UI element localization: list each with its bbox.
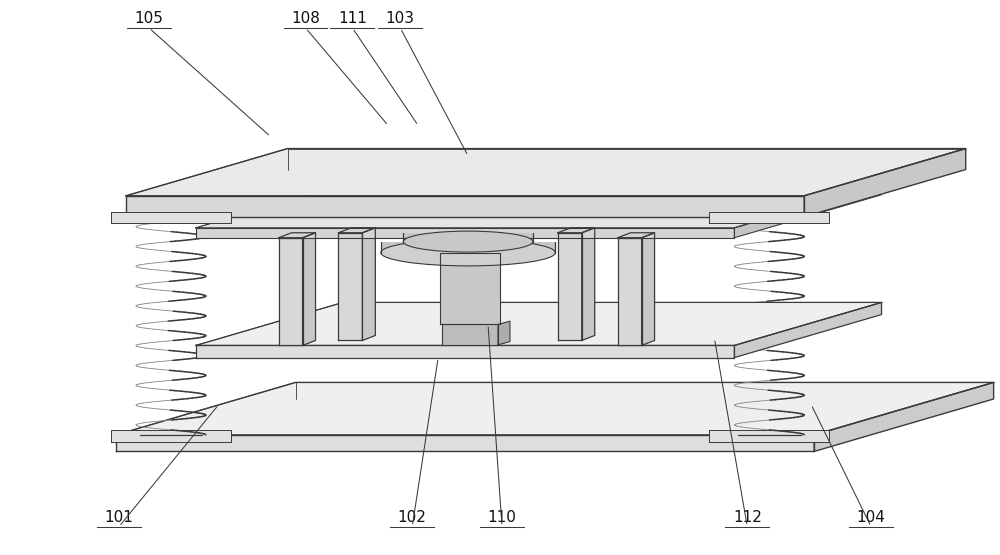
Polygon shape xyxy=(338,233,362,340)
Polygon shape xyxy=(558,228,595,233)
Polygon shape xyxy=(126,196,804,217)
Polygon shape xyxy=(814,382,994,451)
Polygon shape xyxy=(618,233,655,238)
Polygon shape xyxy=(709,431,829,442)
Polygon shape xyxy=(126,149,966,196)
Polygon shape xyxy=(279,233,316,238)
Text: 111: 111 xyxy=(338,11,367,26)
Polygon shape xyxy=(111,213,231,223)
Polygon shape xyxy=(734,185,882,238)
Polygon shape xyxy=(338,228,375,233)
Polygon shape xyxy=(804,149,966,217)
Polygon shape xyxy=(642,233,655,345)
Text: 110: 110 xyxy=(488,510,516,525)
Text: 103: 103 xyxy=(386,11,415,26)
Ellipse shape xyxy=(403,231,533,252)
Text: 112: 112 xyxy=(733,510,762,525)
Text: 102: 102 xyxy=(398,510,427,525)
Polygon shape xyxy=(362,228,375,340)
Polygon shape xyxy=(381,241,555,253)
Polygon shape xyxy=(196,228,734,238)
Polygon shape xyxy=(498,321,510,345)
Polygon shape xyxy=(111,431,231,442)
Polygon shape xyxy=(279,238,303,345)
Polygon shape xyxy=(196,345,734,357)
Text: 101: 101 xyxy=(105,510,133,525)
Ellipse shape xyxy=(381,239,555,266)
Polygon shape xyxy=(196,302,882,345)
Polygon shape xyxy=(618,238,642,345)
Polygon shape xyxy=(440,253,500,325)
Text: 105: 105 xyxy=(135,11,163,26)
Polygon shape xyxy=(558,233,582,340)
Polygon shape xyxy=(196,185,882,228)
Polygon shape xyxy=(734,302,882,357)
Polygon shape xyxy=(442,325,498,345)
Text: 108: 108 xyxy=(291,11,320,26)
Text: 104: 104 xyxy=(857,510,885,525)
Polygon shape xyxy=(116,435,814,451)
Polygon shape xyxy=(709,213,829,223)
Polygon shape xyxy=(303,233,316,345)
Polygon shape xyxy=(582,228,595,340)
Polygon shape xyxy=(116,382,994,435)
Polygon shape xyxy=(403,233,533,241)
